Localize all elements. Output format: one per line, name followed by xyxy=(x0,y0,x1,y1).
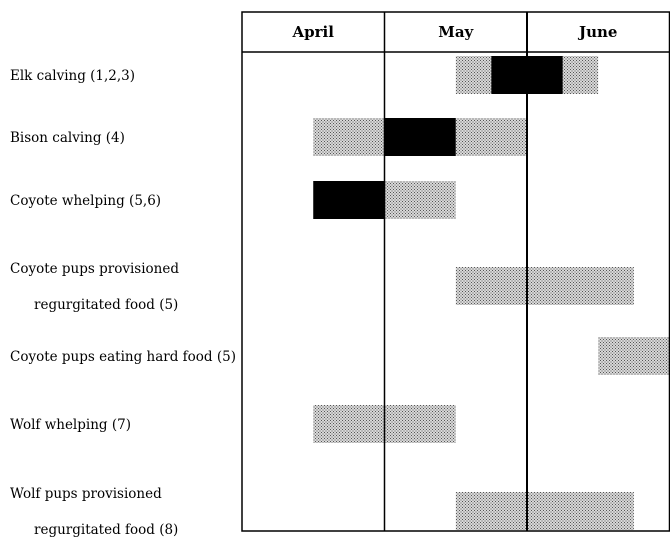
row-label: Elk calving (1,2,3) xyxy=(10,68,135,84)
row-label: Wolf whelping (7) xyxy=(10,417,131,433)
bar-stippled xyxy=(598,337,670,375)
row-label: Coyote whelping (5,6) xyxy=(10,193,161,209)
row-label: Wolf pups provisioned xyxy=(10,486,162,502)
row-label: Coyote pups provisioned xyxy=(10,261,179,277)
bar-solid xyxy=(313,181,385,219)
row-label: Coyote pups eating hard food (5) xyxy=(10,349,236,365)
labels-layer: April May June Elk calving (1,2,3) Bison cal… xyxy=(10,23,617,537)
row-label: regurgitated food (5) xyxy=(34,297,178,313)
bar-stippled xyxy=(455,492,634,530)
row-label: Bison calving (4) xyxy=(10,130,125,146)
bar-solid xyxy=(384,118,456,156)
row-label: regurgitated food (8) xyxy=(34,522,178,537)
month-label-april: April xyxy=(292,23,335,41)
month-label-june: June xyxy=(577,23,617,41)
bars-layer xyxy=(313,56,670,530)
bar-stippled xyxy=(455,267,634,305)
month-label-may: May xyxy=(438,23,474,41)
